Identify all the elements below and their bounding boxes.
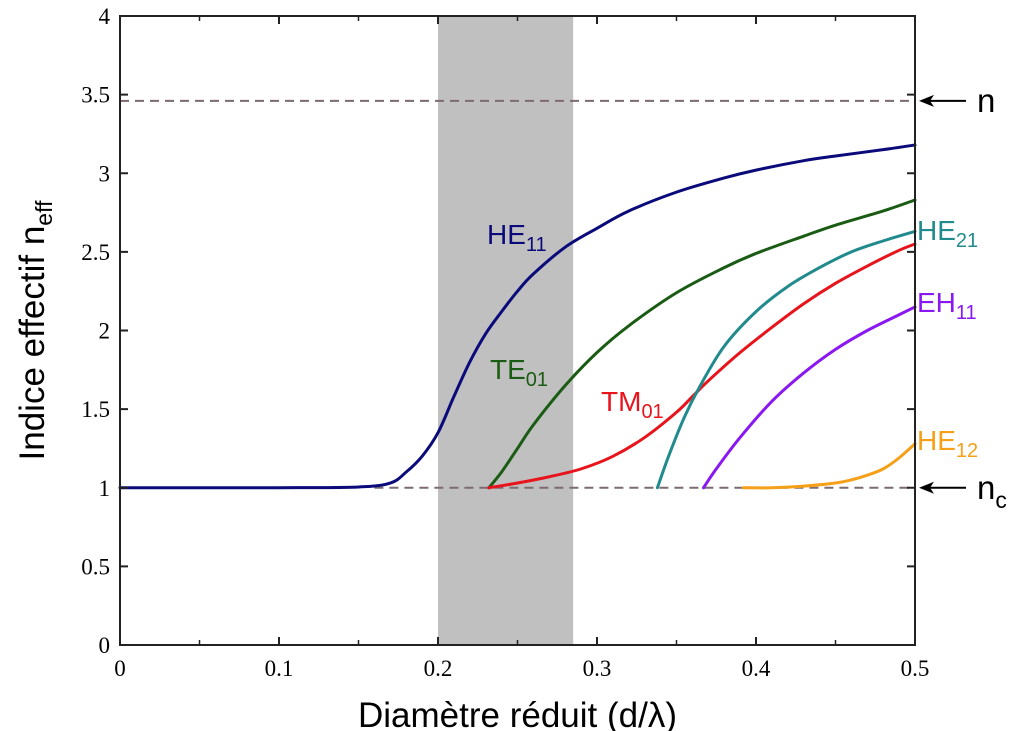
series-label-he21: HE21 [917, 215, 978, 252]
x-tick-label: 0.1 [265, 656, 294, 681]
reference-annotation-layer: n nc [919, 82, 1007, 513]
y-tick-label: 0.5 [81, 554, 110, 579]
series-line-he12 [741, 442, 917, 490]
x-tick-label: 0.2 [424, 656, 453, 681]
series-line-he21 [655, 229, 917, 490]
y-tick-label: 2 [99, 319, 111, 344]
series-label-tm01: TM01 [601, 386, 664, 423]
y-tick-label: 2.5 [81, 240, 110, 265]
shaded-band [438, 16, 574, 645]
y-tick-label: 1 [99, 476, 111, 501]
series-layer [118, 143, 917, 490]
y-tick-label: 3 [99, 161, 111, 186]
reference-line-layer [120, 99, 915, 489]
x-tick-label: 0.3 [583, 656, 612, 681]
series-line-eh11 [702, 305, 917, 490]
tick-layer: 0 0.1 0.2 0.3 0.4 0.5 0 0.5 1 1.5 2 2.5 3 3.5 4 [81, 4, 929, 681]
series-label-te01: TE01 [490, 354, 548, 391]
series-line-te01 [487, 198, 917, 490]
x-tick-label: 0 [114, 656, 126, 681]
arrow-left-icon [919, 94, 934, 107]
y-tick-label: 4 [99, 4, 111, 29]
series-label-he11: HE11 [487, 219, 547, 256]
y-axis-title-main: Indice effectif n [13, 226, 52, 461]
y-axis-title-sub: eff [31, 200, 57, 226]
arrow-left-icon [919, 481, 934, 494]
x-tick-label: 0.5 [901, 656, 930, 681]
reference-label-0: n [977, 82, 995, 119]
y-tick-label: 0 [99, 633, 111, 658]
x-tick-label: 0.4 [742, 656, 771, 681]
y-tick-label: 1.5 [81, 397, 110, 422]
reference-label-1: nc [977, 469, 1007, 513]
y-tick-label: 3.5 [81, 83, 110, 108]
series-label-he12: HE12 [917, 425, 978, 462]
shaded-band-layer [438, 16, 574, 645]
y-axis-title: Indice effectif neff [13, 200, 57, 461]
curve-label-layer: HE11 TE01 TM01 HE21 EH11 HE12 [487, 215, 978, 462]
series-label-eh11: EH11 [917, 287, 977, 324]
series-line-he11 [118, 143, 917, 490]
x-axis-title: Diamètre réduit (d/λ) [358, 696, 677, 731]
